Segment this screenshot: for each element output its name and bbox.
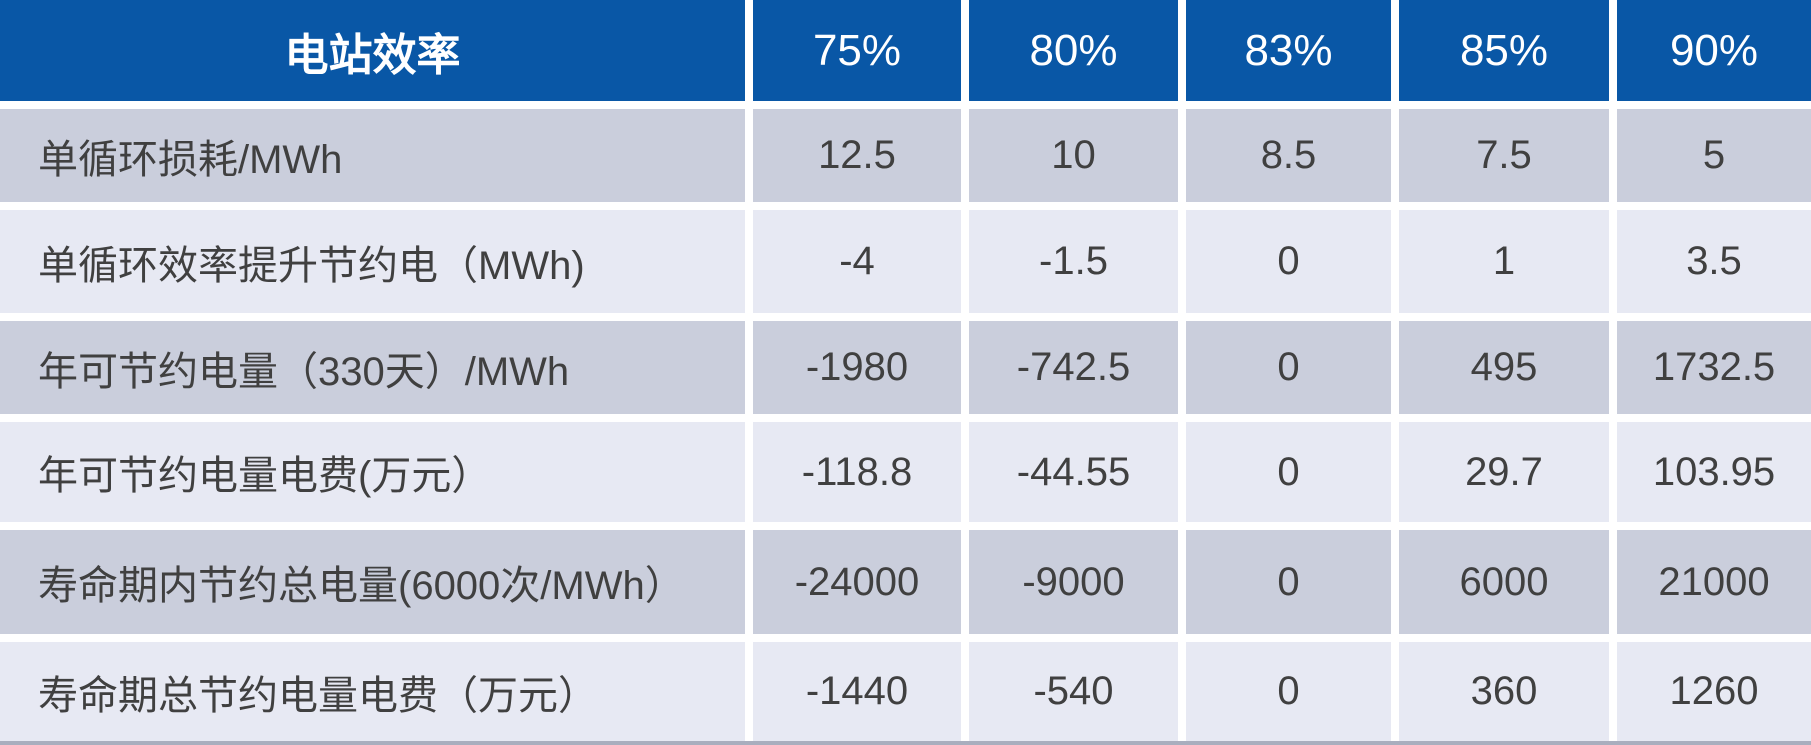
value-cell: 0: [1186, 530, 1391, 634]
value-cell: 12.5: [753, 109, 961, 202]
value-cell: -9000: [969, 530, 1178, 634]
value-cell: 360: [1399, 642, 1609, 741]
value-cell: -1440: [753, 642, 961, 741]
value-cell: -4: [753, 210, 961, 313]
value-cell: 1732.5: [1617, 321, 1811, 414]
table-header-col-75: 75%: [753, 0, 961, 101]
value-cell: -118.8: [753, 422, 961, 522]
value-cell: 1260: [1617, 642, 1811, 741]
value-cell: -742.5: [969, 321, 1178, 414]
value-cell: -44.55: [969, 422, 1178, 522]
row-label-lifetime-energy-saving: 寿命期内节约总电量(6000次/MWh）: [0, 530, 745, 634]
value-cell: 0: [1186, 210, 1391, 313]
value-cell: 10: [969, 109, 1178, 202]
value-cell: 3.5: [1617, 210, 1811, 313]
value-cell: -540: [969, 642, 1178, 741]
value-cell: 1: [1399, 210, 1609, 313]
value-cell: 29.7: [1399, 422, 1609, 522]
value-cell: 8.5: [1186, 109, 1391, 202]
value-cell: 7.5: [1399, 109, 1609, 202]
row-label-lifetime-cost-saving: 寿命期总节约电量电费（万元）: [0, 642, 745, 741]
row-label-single-cycle-saving: 单循环效率提升节约电（MWh): [0, 210, 745, 313]
value-cell: 0: [1186, 321, 1391, 414]
value-cell: -1.5: [969, 210, 1178, 313]
row-label-single-cycle-loss: 单循环损耗/MWh: [0, 109, 745, 202]
value-cell: -1980: [753, 321, 961, 414]
table-header-corner: 电站效率: [0, 0, 745, 101]
row-label-annual-cost-saving: 年可节约电量电费(万元）: [0, 422, 745, 522]
value-cell: 6000: [1399, 530, 1609, 634]
table-header-col-80: 80%: [969, 0, 1178, 101]
value-cell: 5: [1617, 109, 1811, 202]
value-cell: 21000: [1617, 530, 1811, 634]
table-header-col-90: 90%: [1617, 0, 1811, 101]
value-cell: 0: [1186, 642, 1391, 741]
table-header-col-83: 83%: [1186, 0, 1391, 101]
value-cell: 495: [1399, 321, 1609, 414]
value-cell: 0: [1186, 422, 1391, 522]
value-cell: -24000: [753, 530, 961, 634]
table-header-col-85: 85%: [1399, 0, 1609, 101]
value-cell: 103.95: [1617, 422, 1811, 522]
row-label-annual-energy-saving: 年可节约电量（330天）/MWh: [0, 321, 745, 414]
